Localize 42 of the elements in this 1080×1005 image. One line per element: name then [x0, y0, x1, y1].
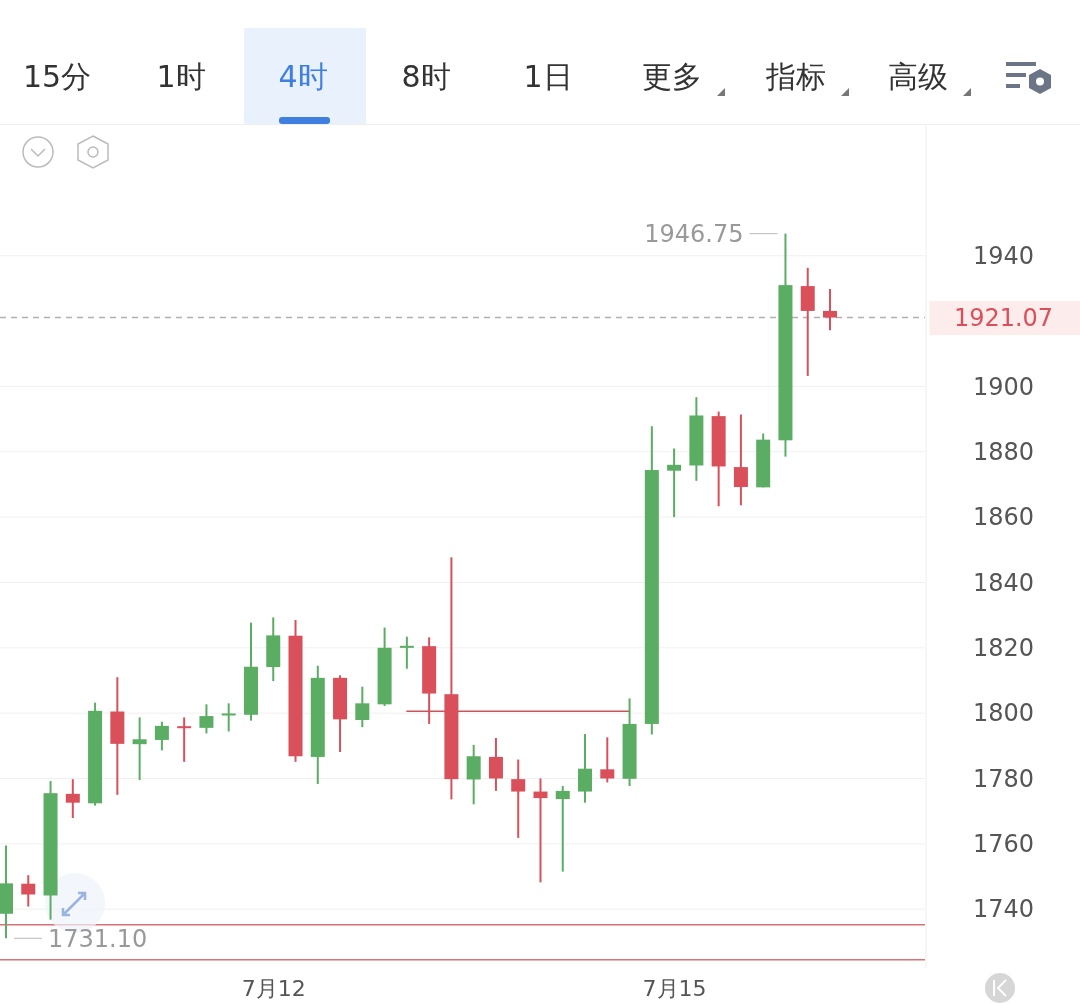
candlestick	[199, 703, 214, 735]
text: 8时	[401, 59, 451, 94]
candlestick	[488, 736, 503, 792]
candlestick	[511, 758, 526, 839]
y-tick-label: 1800	[972, 699, 1035, 728]
candlestick	[154, 720, 169, 752]
candlestick	[132, 716, 147, 782]
text: 15分	[22, 59, 92, 94]
y-tick-label: 1921.07	[953, 303, 1054, 332]
text: 1日	[523, 59, 573, 94]
text: 更多	[642, 59, 702, 94]
text: 高级	[888, 59, 948, 94]
candlestick	[667, 447, 682, 519]
y-tick-label: 1840	[972, 568, 1035, 597]
y-tick-label: 1940	[972, 241, 1035, 270]
candlestick	[533, 777, 548, 884]
candlestick	[65, 778, 80, 820]
x-tick-label: 7月15	[642, 975, 707, 1001]
candlestick	[399, 635, 414, 670]
candlestick	[466, 743, 481, 806]
candlestick	[177, 716, 192, 763]
text: 4时	[278, 59, 328, 94]
y-tick-label: 1880	[972, 437, 1035, 466]
y-tick-label: 1900	[972, 372, 1035, 401]
candlestick	[21, 874, 36, 908]
y-tick-label: 1740	[972, 895, 1035, 924]
y-tick-label: 1780	[972, 764, 1035, 793]
candlestick	[600, 736, 615, 784]
y-tick-label: 1820	[972, 633, 1035, 662]
y-tick-label: 1760	[972, 830, 1035, 859]
annotation: 1731.10	[48, 924, 148, 953]
candlestick	[221, 702, 236, 733]
candlestick	[733, 413, 748, 507]
candlestick	[355, 685, 370, 729]
candlestick	[823, 288, 837, 332]
candlestick	[578, 733, 593, 804]
text: 1时	[156, 59, 206, 94]
x-tick-label: 7月12	[241, 975, 306, 1001]
candlestick	[555, 785, 570, 873]
annotation: 1946.75	[644, 220, 744, 249]
text: 指标	[765, 59, 826, 94]
y-tick-label: 1860	[972, 503, 1035, 532]
